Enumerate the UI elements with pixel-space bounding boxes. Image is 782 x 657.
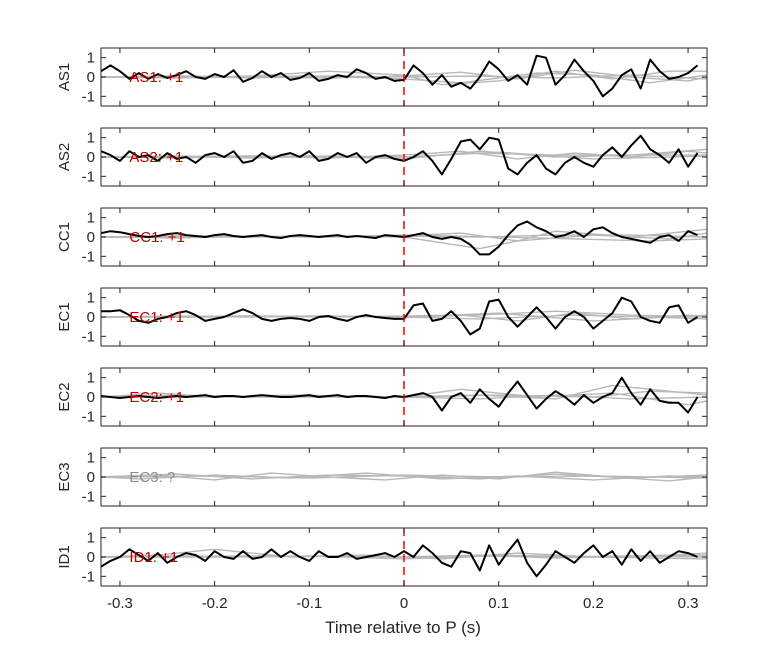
panel-cc1: 1 0 -1 CC1 CC1: +1 [56,207,708,267]
y-tick-label: -1 [82,488,95,505]
x-tick-label: -0.3 [107,595,133,612]
station-annotation: EC1: +1 [129,309,184,326]
y-axis-label: EC3 [56,462,73,491]
y-axis-label: EC2 [56,382,73,411]
y-axis-label: AS1 [56,63,73,91]
y-tick-label: 1 [87,450,95,467]
main-trace [101,54,699,98]
station-annotation: AS2: +1 [129,149,183,166]
x-tick-label: 0.2 [583,595,604,612]
station-annotation: EC3: ? [129,469,175,486]
y-tick-label: 1 [87,130,95,147]
x-tick-label: 0 [400,595,408,612]
panel-ec2: 1 0 -1 EC2 EC2: +1 [56,367,708,427]
y-axis-label: EC1 [56,302,73,331]
y-tick-label: -1 [82,248,95,265]
panel-id1: 1 0 -1 ID1 ID1: +1 -0.3 -0.2 -0.1 0 0.1 0.2 0.3 [56,527,708,612]
y-tick-label: 1 [87,50,95,67]
y-tick-label: 0 [87,469,95,486]
y-tick-label: -1 [82,168,95,185]
x-tick-label: -0.2 [202,595,228,612]
y-tick-label: -1 [82,568,95,585]
y-tick-label: -1 [82,88,95,105]
y-axis-label: AS2 [56,143,73,171]
y-tick-label: 1 [87,530,95,547]
y-tick-label: -1 [82,328,95,345]
main-trace [101,134,699,176]
y-tick-label: 1 [87,370,95,387]
background-trace [101,554,707,559]
panel-as2: 1 0 -1 AS2 AS2: +1 [56,127,708,187]
main-trace [101,538,698,578]
y-tick-label: 0 [87,149,95,166]
panel-as1: 1 0 -1 AS1 AS1: +1 [56,47,708,107]
y-tick-label: 0 [87,389,95,406]
station-annotation: ID1: +1 [129,549,178,566]
x-tick-label: -0.1 [296,595,322,612]
background-trace [101,314,707,320]
panel-ec3: 1 0 -1 EC3 EC3: ? [56,447,708,507]
y-tick-label: 0 [87,229,95,246]
main-trace [101,296,699,336]
y-tick-label: 0 [87,549,95,566]
x-tick-label: 0.1 [488,595,509,612]
main-trace [101,220,698,256]
station-annotation: EC2: +1 [129,389,184,406]
background-trace [101,474,707,479]
panel-ec1: 1 0 -1 EC1 EC1: +1 [56,287,708,347]
y-axis-label: CC1 [56,222,73,252]
y-axis-label: ID1 [56,545,73,568]
y-tick-label: -1 [82,408,95,425]
station-annotation: CC1: +1 [129,229,184,246]
x-tick-label: 0.3 [678,595,699,612]
y-tick-label: 1 [87,290,95,307]
y-tick-label: 0 [87,309,95,326]
main-trace [101,376,699,414]
x-axis-label: Time relative to P (s) [325,618,481,637]
y-tick-label: 0 [87,69,95,86]
y-tick-label: 1 [87,210,95,227]
station-annotation: AS1: +1 [129,69,183,86]
